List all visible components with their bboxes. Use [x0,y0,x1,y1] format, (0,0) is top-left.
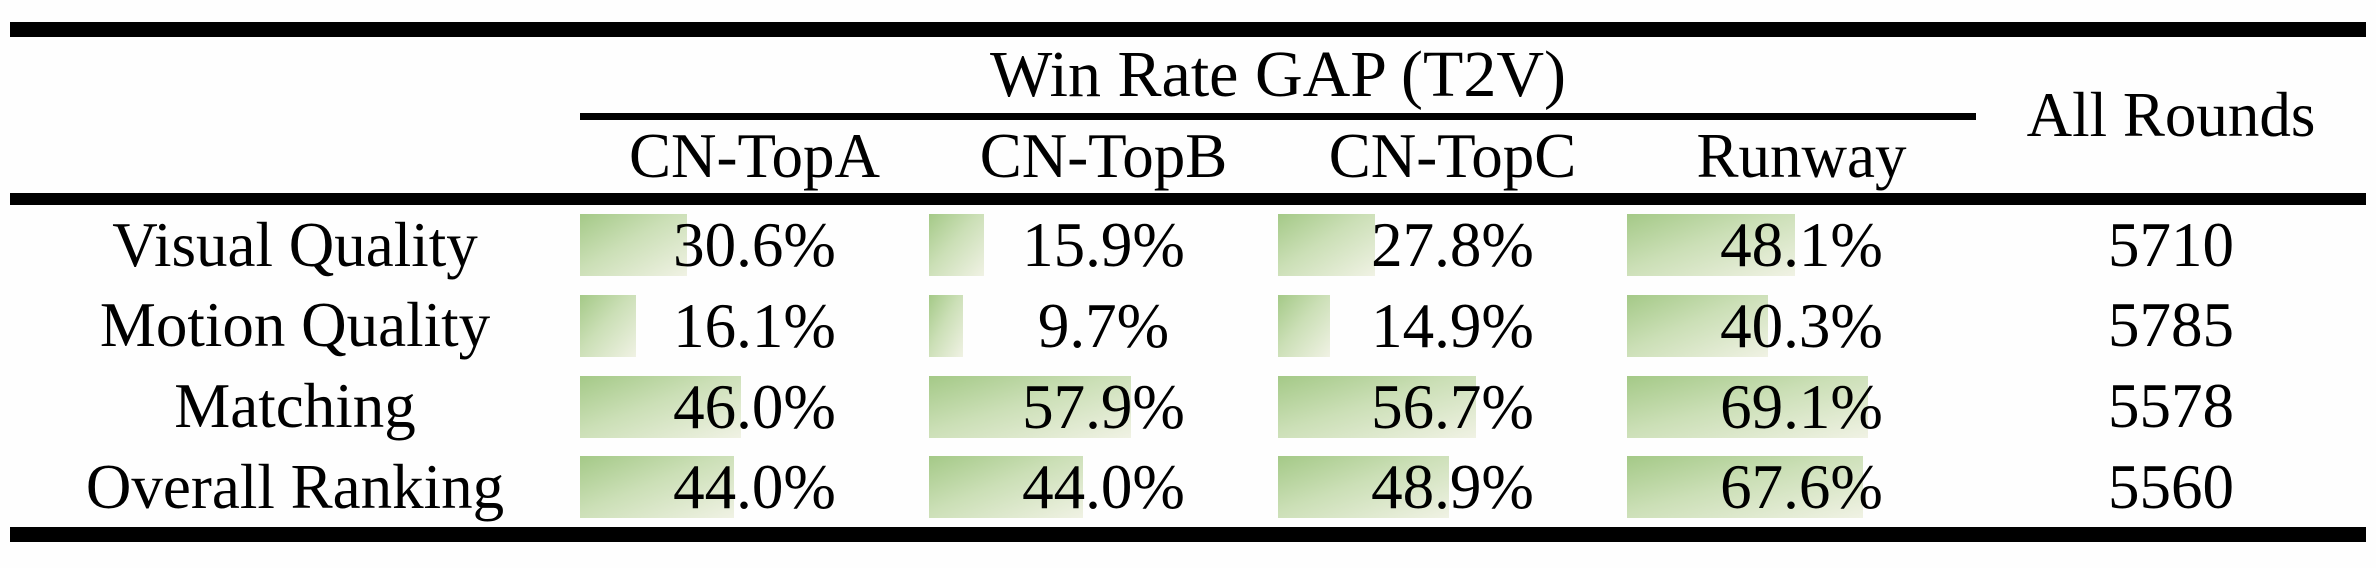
win-rate-cell: 9.7% [929,285,1278,366]
data-bar-container: 40.3% [1627,290,1976,361]
all-rounds-value: 5785 [2108,290,2235,360]
win-rate-cell: 48.9% [1278,447,1627,535]
data-bar [1278,375,1476,438]
win-rate-cell: 69.1% [1627,366,1976,447]
win-rate-cell: 44.0% [929,447,1278,535]
data-bar [1627,456,1863,518]
column-header-cn-topc: CN-TopC [1278,116,1627,205]
data-bar [929,294,963,357]
data-bar [1278,456,1449,518]
data-bar-container: 57.9% [929,371,1278,442]
data-bar [929,375,1132,438]
win-rate-cell: 30.6% [580,199,929,285]
data-bar-container: 48.9% [1278,452,1627,522]
win-rate-value: 57.9% [1022,371,1185,442]
win-rate-cell: 57.9% [929,366,1278,447]
win-rate-value: 27.8% [1371,210,1534,280]
win-rate-cell: 56.7% [1278,366,1627,447]
data-bar-container: 16.1% [580,290,929,361]
win-rate-cell: 16.1% [580,285,929,366]
row-label: Visual Quality [112,209,478,280]
table-row-motion-quality: Motion Quality 16.1% 9.7% [10,285,2366,366]
corner-cell [10,29,580,205]
win-rate-value: 48.9% [1371,452,1534,522]
win-rate-value: 56.7% [1371,371,1534,442]
win-rate-value: 67.6% [1720,452,1883,522]
data-bar-container: 69.1% [1627,371,1976,442]
row-label: Matching [174,371,416,441]
win-rate-cell: 40.3% [1627,285,1976,366]
all-rounds-value: 5578 [2108,371,2235,441]
data-bar [929,214,985,276]
data-bar-container: 67.6% [1627,452,1976,522]
data-bar [580,375,741,438]
data-bar-container: 56.7% [1278,371,1627,442]
table-row-overall-ranking: Overall Ranking 44.0% 44.0% [10,447,2366,535]
column-header-runway: Runway [1627,116,1977,205]
data-bar-container: 15.9% [929,210,1278,280]
column-header-cn-topb: CN-TopB [929,116,1278,205]
all-rounds-value: 5710 [2108,209,2235,280]
data-bar-container: 9.7% [929,290,1278,361]
win-rate-cell: 15.9% [929,199,1278,285]
win-rate-value: 16.1% [673,290,836,361]
data-bar-container: 27.8% [1278,210,1627,280]
data-bar-container: 46.0% [580,371,929,442]
data-bar [1278,214,1376,276]
data-bar-container: 48.1% [1627,210,1976,280]
row-label: Motion Quality [99,290,491,360]
win-rate-cell: 67.6% [1627,447,1976,535]
win-rate-value: 44.0% [673,452,836,522]
row-label: Overall Ranking [85,451,505,522]
win-rate-value: 44.0% [1022,452,1185,522]
data-bar [580,214,687,276]
win-rate-table: Win Rate GAP (T2V) All Rounds CN-TopA CN… [10,22,2367,542]
column-header-row: CN-TopA CN-TopB CN-TopC Runway [10,116,2366,205]
table-row-matching: Matching 46.0% 57.9% 56.7 [10,366,2366,447]
win-rate-cell: 48.1% [1627,199,1976,285]
group-header: Win Rate GAP (T2V) [580,29,1977,120]
table-body: Visual Quality 30.6% 15.9% [10,199,2366,535]
win-rate-value: 15.9% [1022,210,1185,280]
win-rate-cell: 46.0% [580,366,929,447]
win-rate-value: 9.7% [1037,290,1170,361]
table-row-visual-quality: Visual Quality 30.6% 15.9% [10,199,2366,285]
column-header-cn-topa: CN-TopA [580,116,929,205]
data-bar-container: 44.0% [580,452,929,522]
win-rate-value: 69.1% [1720,371,1883,442]
data-bar [1627,214,1795,276]
win-rate-cell: 27.8% [1278,199,1627,285]
win-rate-cell: 44.0% [580,447,929,535]
data-bar [580,456,734,518]
win-rate-cell: 14.9% [1278,285,1627,366]
data-bar [1627,294,1768,357]
win-rate-value: 46.0% [673,371,836,442]
all-rounds-value: 5560 [2108,451,2235,522]
data-bar [1278,294,1330,357]
data-bar-container: 30.6% [580,210,929,280]
data-bar [580,294,637,357]
win-rate-value: 40.3% [1720,290,1883,361]
data-bar-container: 44.0% [929,452,1278,522]
data-bar [1627,375,1869,438]
group-header-row: Win Rate GAP (T2V) All Rounds [10,29,2367,205]
win-rate-value: 30.6% [673,210,836,280]
data-bar-container: 14.9% [1278,290,1627,361]
win-rate-value: 14.9% [1371,290,1534,361]
win-rate-value: 48.1% [1720,210,1883,280]
data-bar [929,456,1083,518]
all-rounds-header: All Rounds [1976,29,2367,205]
table-header: Win Rate GAP (T2V) All Rounds CN-TopA CN… [10,29,2367,205]
